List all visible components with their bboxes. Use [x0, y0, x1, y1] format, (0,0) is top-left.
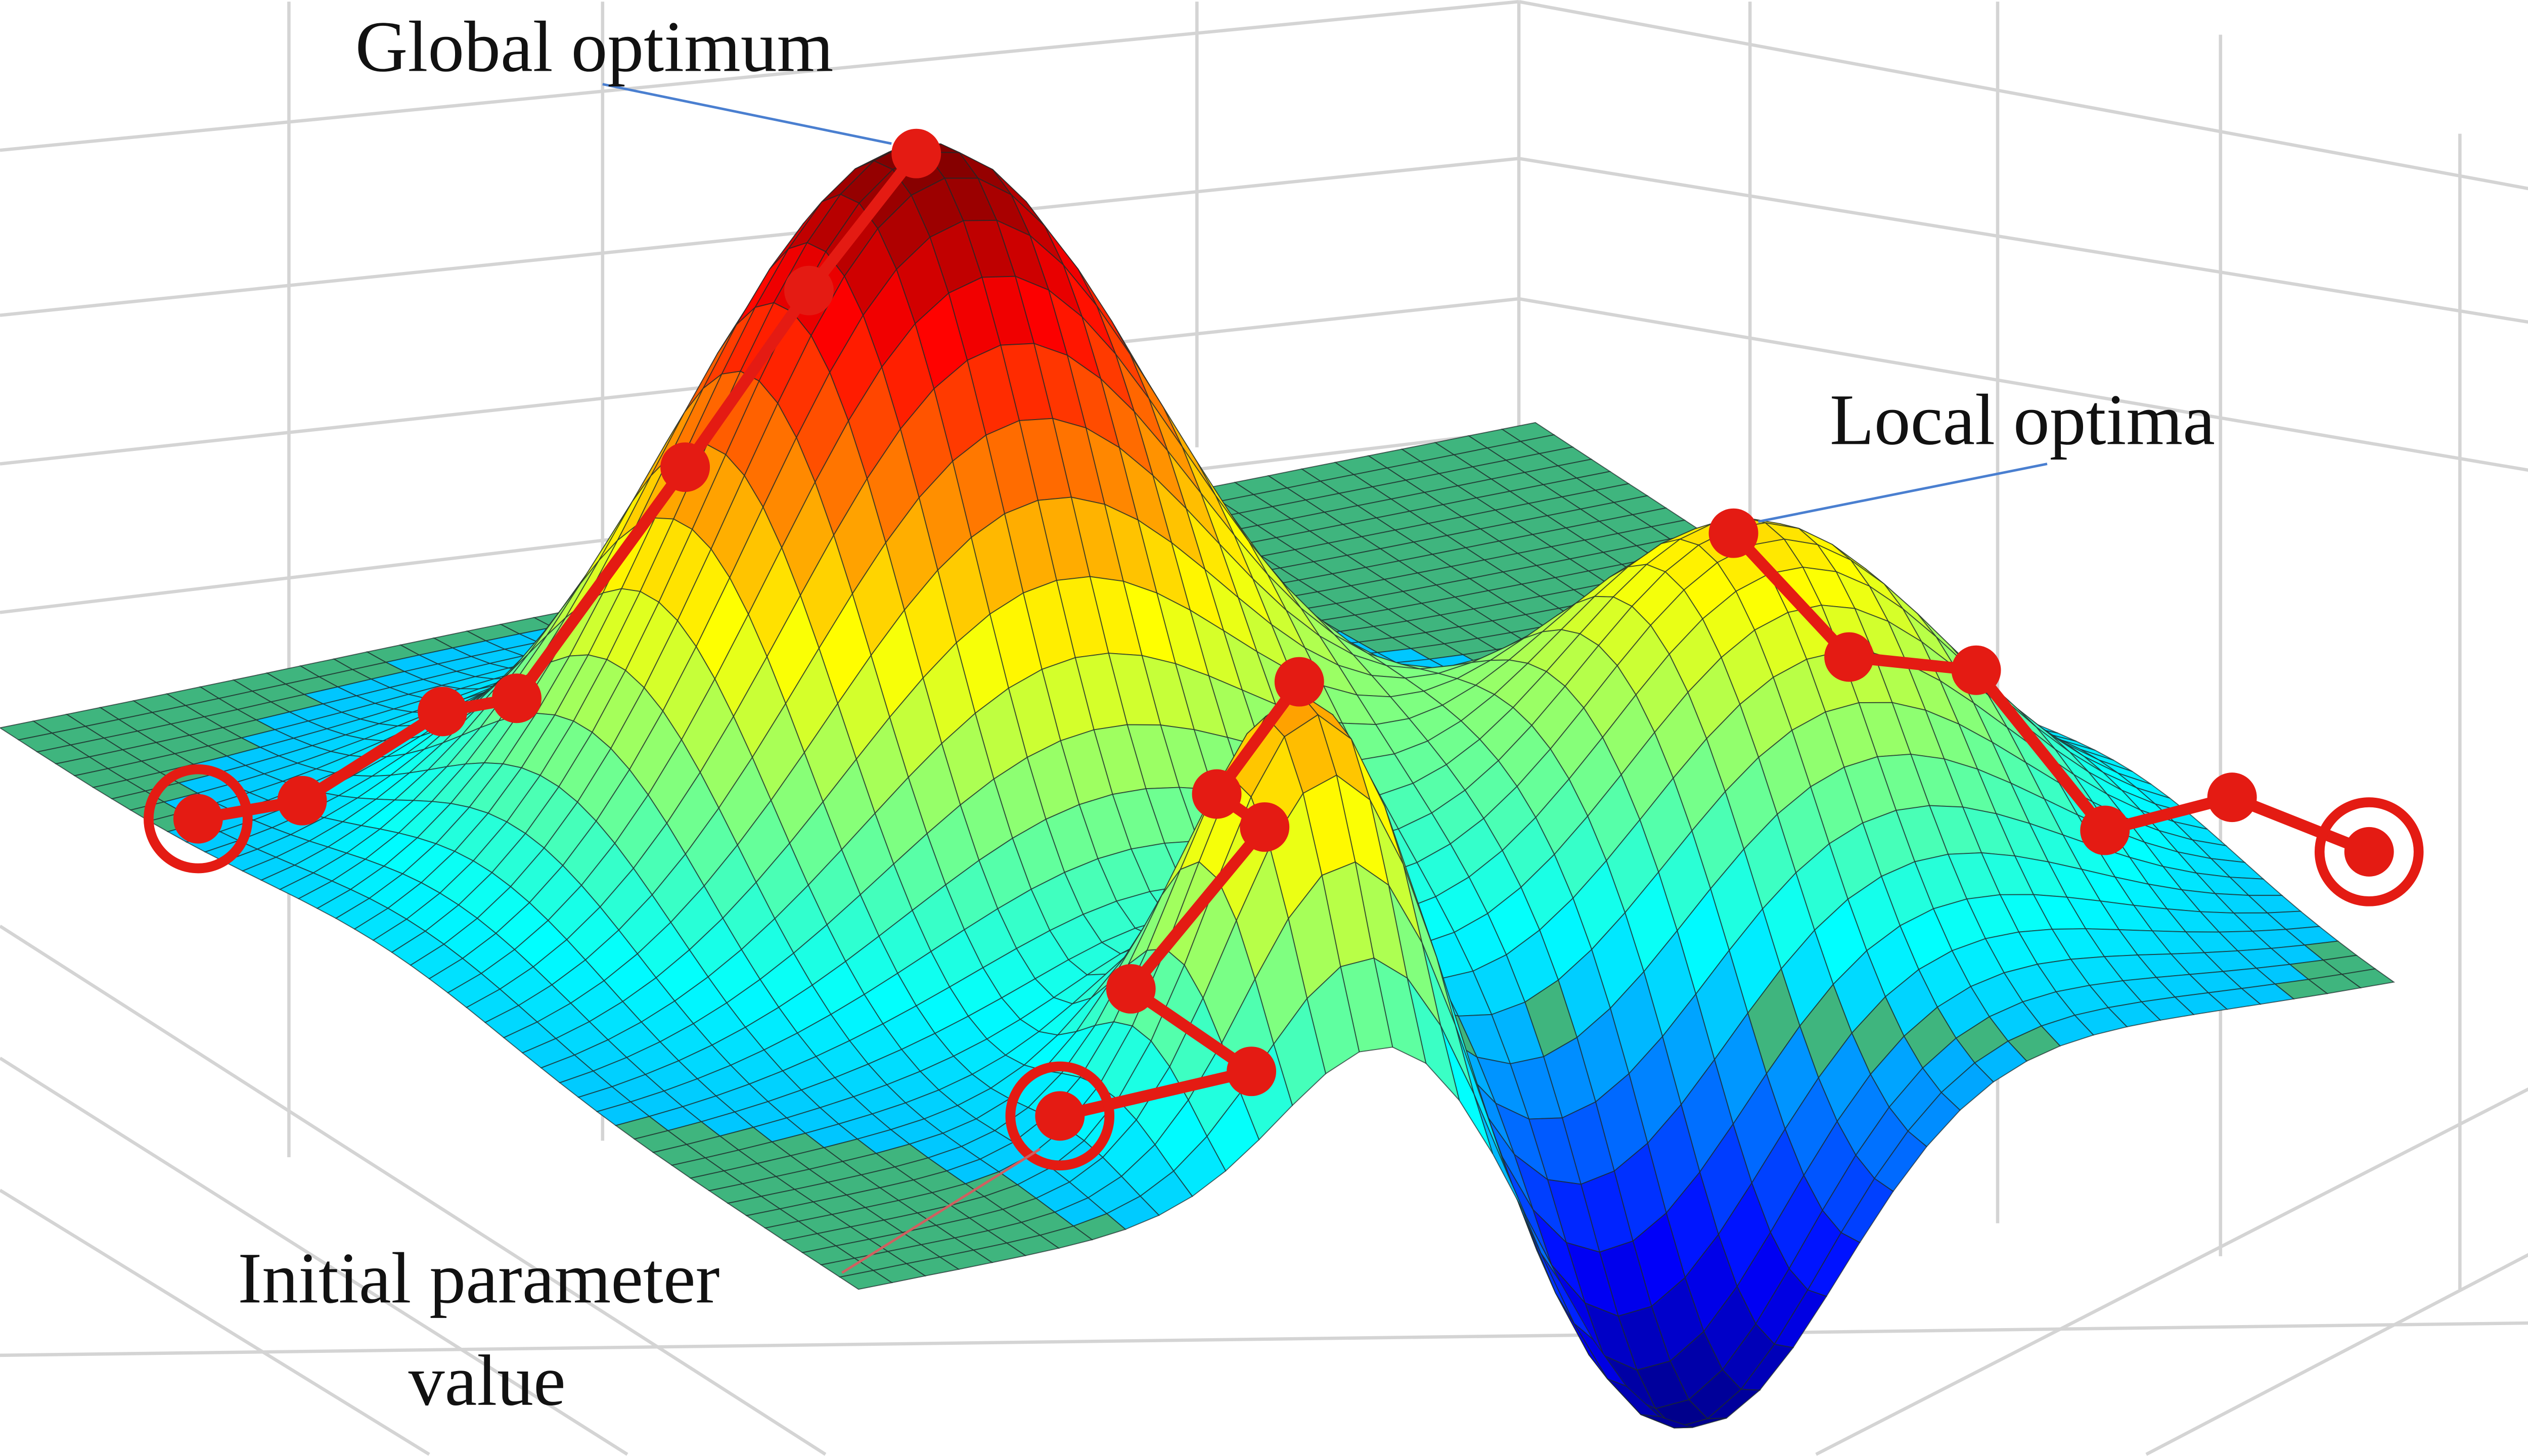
label-initial: value [409, 1341, 566, 1421]
path-point [660, 442, 710, 492]
path-point [1227, 1046, 1277, 1097]
path-point [891, 128, 941, 178]
paths [144, 128, 2424, 1171]
grid-line [0, 1189, 430, 1456]
label-global: Global optimum [355, 7, 834, 87]
path-points [173, 128, 2394, 1141]
path-point [173, 794, 223, 844]
path-point [418, 687, 468, 737]
surface-cell [838, 1269, 893, 1290]
grid-line [0, 925, 827, 1456]
path-point [1192, 769, 1242, 819]
path-point [1106, 964, 1156, 1014]
path-point [2344, 827, 2394, 877]
path-point [1240, 802, 1290, 852]
path-point [1824, 632, 1874, 682]
grid-line [1518, 297, 2528, 472]
start-ring [144, 764, 253, 874]
path-point [1951, 645, 2001, 695]
grid-line [1815, 1087, 2528, 1456]
grid-line [2145, 1253, 2528, 1456]
path-point [2207, 772, 2257, 823]
path-point [1708, 508, 1758, 558]
grid-line [0, 1321, 2528, 1357]
path-point [277, 776, 327, 826]
grid-line [0, 0, 1519, 152]
path-point [492, 673, 542, 723]
label-initial: Initial parameter [238, 1238, 719, 1318]
pointer [602, 83, 892, 145]
path-point [2080, 805, 2130, 855]
path-point [1035, 1091, 1085, 1141]
label-local: Local optima [1830, 380, 2215, 460]
grid-line [1518, 0, 2528, 191]
grid-line [0, 157, 1519, 317]
start-ring [1005, 1061, 1115, 1171]
pointer [1758, 463, 2048, 523]
grid-line [0, 1057, 628, 1456]
path-point [784, 265, 834, 315]
grid-line [1518, 157, 2528, 324]
path-point [1274, 657, 1324, 707]
start-ring [2314, 797, 2424, 906]
pointer [841, 1148, 1041, 1274]
